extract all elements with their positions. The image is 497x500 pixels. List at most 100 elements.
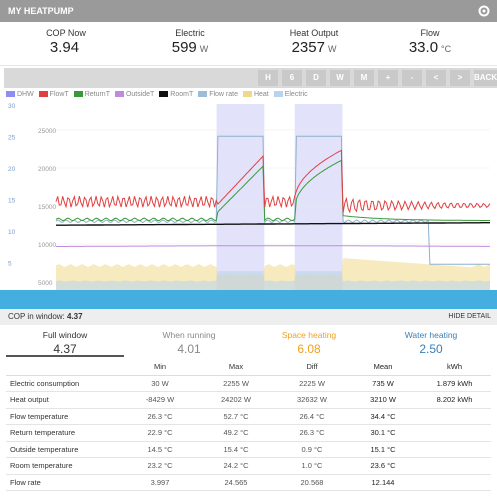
table-cell: 23.6 °C [348,457,418,475]
electric-series [56,271,490,290]
stat-electric: Electric 599 W [128,28,252,56]
app-header: MY HEATPUMP [0,0,497,22]
row-label: Flow temperature [6,408,124,425]
legend-swatch [73,91,83,97]
y-tick-label: 25000 [38,128,56,135]
tab-water-heating[interactable]: Water heating 2.50 [372,327,490,357]
chart-scroll-band[interactable] [0,290,497,309]
row-label: Flow rate [6,474,124,491]
legend-item[interactable]: RoomT [159,91,193,98]
range-month-button[interactable]: M [354,70,374,86]
legend-label: RoomT [170,91,194,98]
table-cell: 20.568 [276,474,348,491]
cop-tabs: Full window 4.37 When running 4.01 Space… [6,327,491,359]
legend-swatch [273,91,283,97]
legend-item[interactable]: Heat [242,91,269,98]
legend-item[interactable]: Electric [273,91,308,98]
y-tick-label: 5000 [38,280,53,287]
column-header [6,359,124,376]
column-header: kWh [418,359,491,376]
table-cell: 1.879 kWh [418,375,491,392]
pan-right-button[interactable]: > [450,70,470,86]
table-cell: 2255 W [196,375,276,392]
table-cell [418,457,491,475]
legend-swatch [159,91,169,97]
range-week-button[interactable]: W [330,70,350,86]
table-cell: 2225 W [276,375,348,392]
legend-label: DHW [17,91,34,98]
stat-value: 2357 [291,39,325,56]
table-cell: -8429 W [124,391,196,409]
tab-value: 4.37 [53,342,77,356]
table-cell: 26.4 °C [276,408,348,425]
dhw-period [294,104,343,290]
stat-cop-now: COP Now 3.94 [4,28,128,56]
timeseries-chart[interactable]: 25000 20000 15000 10000 5000 30 25 20 15 10 5 [0,100,497,290]
row-label: Room temperature [6,457,124,475]
legend-swatch [198,91,208,97]
table-cell: 26.3 °C [124,408,196,425]
zoom-in-button[interactable]: + [378,70,398,86]
dhw-period [216,104,265,290]
tab-full-window[interactable]: Full window 4.37 [6,327,124,357]
tab-value: 2.50 [419,342,443,356]
tab-space-heating[interactable]: Space heating 6.08 [250,327,368,357]
hide-detail-button[interactable]: HIDE DETAIL [448,313,491,320]
table-row: Outside temperature 14.5 °C 15.4 °C 0.9 °C 1… [6,441,491,458]
table-cell: 15.1 °C [348,441,418,458]
y-tick-label: 10 [8,229,16,236]
range-6h-button[interactable]: 6 [282,70,302,86]
table-cell: 22.9 °C [124,424,196,442]
stat-label: COP Now [46,28,86,38]
row-label: Electric consumption [6,375,124,392]
table-cell: 34.4 °C [348,408,418,425]
back-button[interactable]: BACK [474,70,497,86]
range-day-button[interactable]: D [306,70,326,86]
legend-label: Flow rate [209,91,238,98]
table-cell: 12.144 [348,474,418,491]
cop-window-value: 4.37 [67,312,83,321]
row-label: Return temperature [6,424,124,442]
table-cell: 24202 W [196,391,276,409]
legend-item[interactable]: DHW [6,91,34,98]
table-cell: 32632 W [276,391,348,409]
y-tick-label: 15 [8,198,16,205]
table-cell [418,441,491,458]
column-header: Max [196,359,276,376]
table-cell [418,408,491,425]
table-cell: 49.2 °C [196,424,276,442]
range-hour-button[interactable]: H [258,70,278,86]
cop-window-label: COP in window: [8,312,65,321]
y-tick-label: 20000 [38,166,56,173]
legend-swatch [114,91,124,97]
table-cell: 735 W [348,375,418,392]
column-header: Diff [276,359,348,376]
column-header: Mean [348,359,418,376]
table-row: Room temperature 23.2 °C 24.2 °C 1.0 °C 23.6… [6,457,491,475]
tab-label: Space heating [281,330,337,340]
table-cell: 26.3 °C [276,424,348,442]
chart-legend: DHW FlowT ReturnT OutsideT RoomT Flow ra… [6,91,311,101]
table-cell: 30.1 °C [348,424,418,442]
legend-item[interactable]: FlowT [38,91,69,98]
stat-value: 33.0 [408,39,439,56]
table-cell: 30 W [124,375,196,392]
legend-item[interactable]: Flow rate [198,91,238,98]
stat-value: 3.94 [49,39,80,56]
legend-label: Heat [253,91,269,98]
table-cell: 3210 W [348,391,418,409]
row-label: Outside temperature [6,441,124,458]
legend-item[interactable]: ReturnT [73,91,110,98]
stat-label: Flow [420,28,440,38]
table-cell: 15.4 °C [196,441,276,458]
zoom-out-button[interactable]: - [402,70,422,86]
y-tick-label: 15000 [38,204,56,211]
tab-when-running[interactable]: When running 4.01 [130,327,248,357]
legend-item[interactable]: OutsideT [114,91,155,98]
y-tick-label: 25 [8,135,16,142]
pan-left-button[interactable]: < [426,70,446,86]
table-cell [418,474,491,491]
table-cell [418,424,491,442]
legend-label: OutsideT [125,91,155,98]
gear-icon[interactable] [477,4,491,18]
